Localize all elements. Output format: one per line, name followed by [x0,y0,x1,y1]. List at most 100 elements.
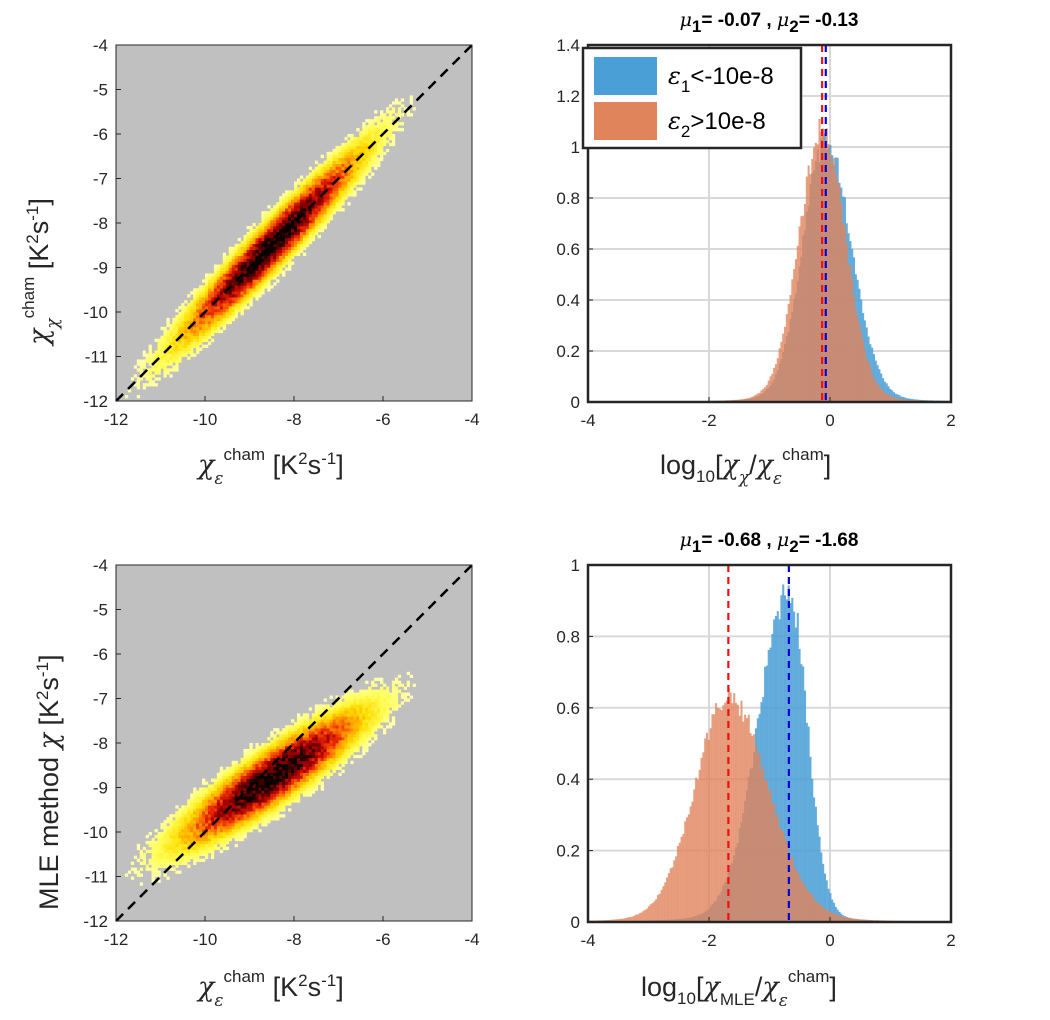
scatter-top-density-cell [335,148,339,153]
scatter-bottom-density-cell [338,734,342,738]
scatter-top-density-cell [193,288,197,292]
scatter-bottom-density-cell [243,814,247,818]
scatter-top-density-cell [202,285,206,289]
scatter-bottom-density-cell [193,802,197,806]
scatter-bottom-density-cell [341,695,345,699]
scatter-top-density-cell [332,193,336,197]
scatter-top-density-cell [169,350,173,354]
scatter-bottom-density-cell [181,858,185,862]
scatter-bottom-density-cell [163,820,167,824]
scatter-bottom-density-cell [219,843,224,848]
scatter-top-density-cell [356,181,360,185]
scatter-top-density-cell [219,306,224,310]
scatter-top-density-cell [276,228,280,233]
scatter-bottom-density-cell [296,734,301,738]
scatter-bottom-density-cell [365,713,369,717]
scatter-bottom-density-cell [216,802,221,806]
scatter-top-density-cell [199,335,203,339]
scatter-top-density-cell [341,145,345,150]
scatter-top-density-cell [261,246,265,250]
scatter-bottom-density-cell [202,858,206,862]
scatter-bottom-density-cell [264,802,268,806]
scatter-top-density-cell [240,309,244,313]
scatter-bottom-density-cell [261,743,265,747]
scatter-bottom-density-cell [252,790,256,794]
scatter-bottom-density-cell [231,790,235,794]
scatter-bottom-density-cell [228,837,232,842]
scatter-bottom-density-cell [207,799,212,803]
scatter-top-density-cell [237,255,241,259]
scatter-bottom-density-cell [228,811,232,815]
scatter-bottom-density-cell [187,823,191,827]
scatter-bottom-density-cell [264,754,268,759]
scatter-bottom-density-cell [213,846,218,851]
scatter-top-density-cell [296,228,301,233]
scatter-top-density-cell [282,225,286,230]
scatter-top-ytick-label: -10 [83,303,108,322]
scatter-bottom-density-cell [308,745,313,750]
scatter-top-density-cell [181,347,185,351]
scatter-bottom-density-cell [181,808,185,812]
scatter-bottom-density-cell [225,832,230,836]
scatter-bottom-density-cell [276,811,280,815]
scatter-top-density-cell [187,312,191,316]
scatter-bottom-density-cell [261,808,265,812]
scatter-top-density-cell [353,166,357,170]
scatter-top-density-cell [377,151,381,156]
scatter-top-density-cell [207,312,212,316]
scatter-bottom-density-cell [255,775,259,779]
scatter-top-density-cell [252,282,256,286]
scatter-bottom-density-cell [377,677,381,681]
scatter-bottom-density-cell [252,784,256,788]
scatter-bottom-density-cell [246,748,250,753]
scatter-top-density-cell [199,320,203,325]
hist-bottom-bar-series2 [818,903,821,922]
scatter-bottom-density-cell [326,722,330,726]
scatter-bottom-density-cell [267,766,271,770]
scatter-bottom-density-cell [210,826,215,830]
scatter-top-density-cell [172,329,176,334]
scatter-bottom-density-cell [391,704,396,708]
scatter-top-density-cell [142,365,146,369]
scatter-top-density-cell [231,285,235,289]
scatter-bottom-density-cell [273,814,277,818]
scatter-top-density-cell [136,383,141,387]
scatter-top-density-cell [243,255,247,259]
scatter-bottom-density-cell [338,731,342,735]
scatter-top-density-cell [240,291,244,295]
scatter-bottom-density-cell [317,748,321,753]
scatter-bottom-density-cell [294,772,298,776]
scatter-bottom-density-cell [237,781,241,785]
scatter-bottom-density-cell [347,751,351,756]
scatter-top-density-cell [219,279,224,283]
scatter-bottom-density-cell [237,775,241,779]
scatter-bottom-density-cell [231,805,235,809]
scatter-bottom-density-cell [273,796,277,800]
hist-top-ytick-label: 1.2 [556,87,580,106]
scatter-bottom-density-cell [338,722,342,726]
scatter-bottom-density-cell [383,707,387,711]
scatter-bottom-density-cell [258,781,262,785]
scatter-top-density-cell [305,178,310,182]
scatter-bottom-density-cell [320,704,324,708]
scatter-top-density-cell [240,306,244,310]
scatter-bottom-density-cell [276,784,280,788]
scatter-top-density-cell [181,341,185,345]
scatter-bottom-density-cell [196,858,200,862]
scatter-top-density-cell [338,163,342,167]
scatter-top-density-cell [196,326,200,331]
scatter-bottom-density-cell [344,710,348,714]
scatter-top-density-cell [210,306,215,310]
scatter-top-density-cell [255,264,259,268]
scatter-bottom-density-cell [243,787,247,791]
scatter-top-density-cell [270,228,274,233]
hist-top-bar-series2 [814,142,817,402]
scatter-top-density-cell [261,211,265,215]
scatter-top-density-cell [347,172,351,176]
scatter-top-density-cell [222,323,227,328]
scatter-bottom-density-cell [383,698,387,702]
scatter-bottom-density-cell [323,719,327,723]
scatter-bottom-density-cell [282,754,286,759]
scatter-bottom-density-cell [240,760,244,765]
scatter-top-density-cell [341,175,345,179]
